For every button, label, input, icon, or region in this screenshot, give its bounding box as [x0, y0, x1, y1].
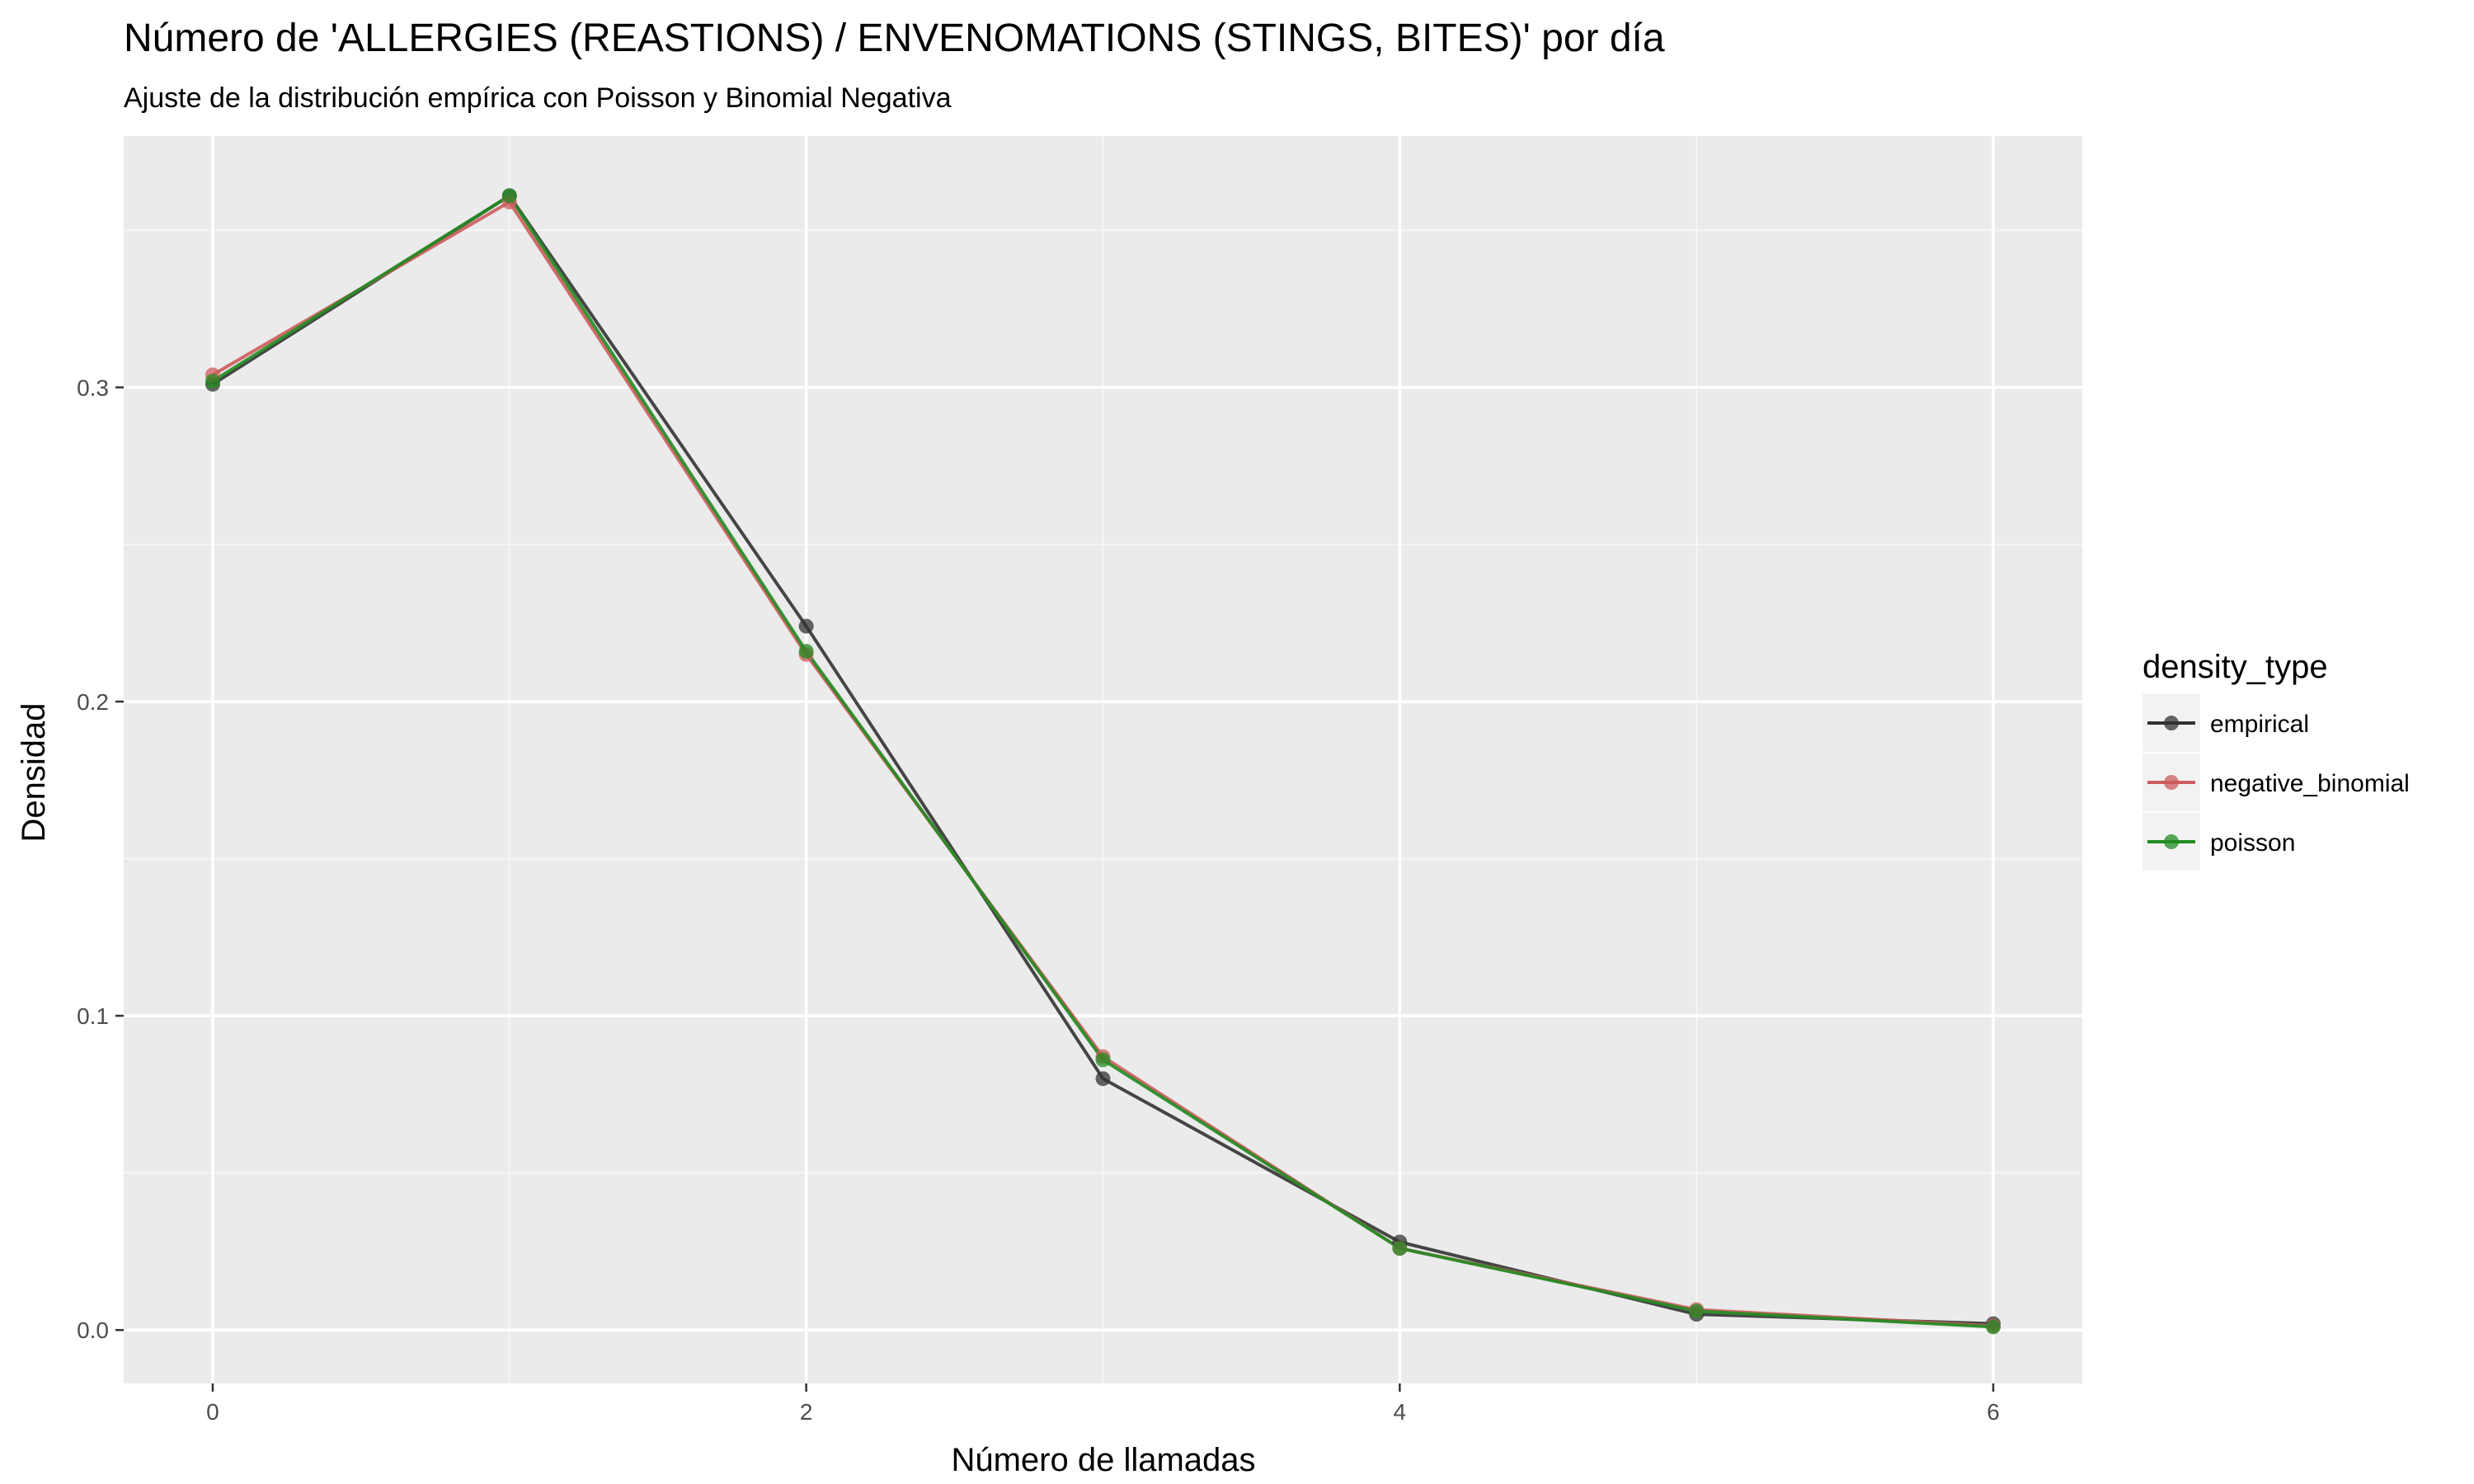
legend-key-point	[2164, 834, 2179, 849]
point-poisson	[205, 373, 220, 389]
y-tick-label: 0.3	[77, 375, 109, 401]
legend-item-empirical: empirical	[2142, 694, 2309, 752]
legend-label: poisson	[2210, 829, 2295, 857]
y-tick-label: 0.1	[77, 1003, 109, 1029]
legend-label: empirical	[2210, 711, 2309, 738]
point-poisson	[798, 644, 814, 660]
grid-minor	[124, 136, 2082, 1383]
series-layer	[205, 188, 2001, 1335]
point-poisson	[501, 188, 517, 204]
legend-key-point	[2164, 716, 2179, 730]
legend-label: negative_binomial	[2210, 770, 2410, 797]
x-axis: 0 2 4 6	[206, 1383, 2000, 1425]
chart-subtitle: Ajuste de la distribución empírica con P…	[124, 82, 952, 114]
point-empirical	[1095, 1071, 1111, 1087]
point-poisson	[1986, 1319, 2001, 1335]
x-tick-label: 2	[800, 1399, 813, 1425]
x-tick-label: 4	[1394, 1399, 1407, 1425]
x-tick-label: 6	[1987, 1399, 2000, 1425]
y-axis-title: Densidad	[16, 702, 52, 842]
chart-title: Número de 'ALLERGIES (REASTIONS) / ENVEN…	[124, 16, 1665, 60]
point-poisson	[1689, 1303, 1705, 1319]
legend: density_type empirical negative_binomialp…	[2142, 649, 2410, 871]
y-tick-label: 0.2	[77, 689, 109, 715]
point-empirical	[798, 618, 814, 634]
point-poisson	[1392, 1241, 1408, 1256]
legend-item-negative_binomial: negative_binomial	[2142, 754, 2410, 811]
y-tick-label: 0.0	[77, 1317, 109, 1343]
x-axis-title: Número de llamadas	[951, 1442, 1255, 1478]
y-axis: 0.0 0.1 0.2 0.3	[77, 375, 124, 1343]
grid-major	[124, 136, 2082, 1383]
legend-title: density_type	[2142, 649, 2328, 685]
legend-key-point	[2164, 775, 2179, 790]
x-tick-label: 0	[206, 1399, 219, 1425]
legend-item-poisson: poisson	[2142, 813, 2295, 871]
point-poisson	[1095, 1052, 1111, 1068]
